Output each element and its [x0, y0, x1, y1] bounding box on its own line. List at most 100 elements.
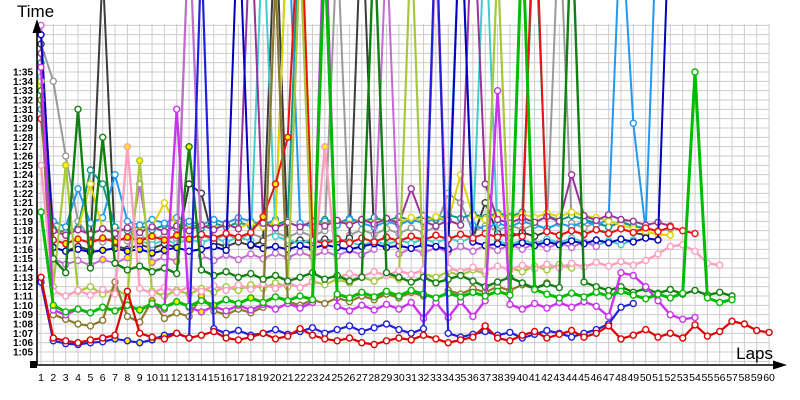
data-point — [345, 307, 354, 315]
y-tick-label: 1:32 — [13, 96, 33, 107]
data-point — [123, 224, 132, 232]
data-point — [296, 241, 304, 250]
data-point — [395, 325, 403, 334]
data-point — [247, 228, 255, 237]
x-tick-label: 35 — [455, 372, 467, 384]
data-point — [172, 309, 181, 317]
data-point — [49, 77, 57, 86]
data-point — [395, 292, 403, 300]
data-point — [271, 180, 280, 188]
x-tick-label: 37 — [479, 372, 491, 384]
data-point — [284, 277, 292, 285]
data-point — [74, 286, 82, 295]
data-point — [567, 289, 576, 297]
y-tick-label: 1:23 — [13, 180, 33, 191]
data-point — [432, 222, 440, 230]
x-tick-label: 1 — [38, 372, 44, 384]
data-point — [518, 232, 526, 241]
data-point — [567, 208, 576, 216]
data-point — [370, 293, 378, 301]
y-tick-label: 1:24 — [13, 170, 33, 181]
data-point — [271, 224, 280, 232]
data-point — [493, 262, 502, 270]
data-point — [481, 292, 489, 300]
data-point — [74, 305, 82, 313]
y-tick-label: 1:06 — [13, 338, 33, 349]
data-point — [135, 237, 144, 245]
x-tick-label: 5 — [87, 372, 93, 384]
data-point — [629, 238, 637, 246]
data-point — [382, 337, 391, 345]
data-point — [592, 258, 600, 267]
data-point — [654, 290, 662, 298]
data-point — [740, 320, 749, 328]
x-tick-labels: 1 2 3 4 5 6 7 8 9 10 11 12 13 14 15 16 17 18 19 20 21 22 23 24 2… — [38, 372, 775, 384]
data-point — [493, 334, 502, 342]
data-point — [123, 217, 132, 226]
data-point — [642, 234, 650, 242]
data-point — [185, 226, 193, 235]
data-point — [148, 299, 156, 308]
data-point — [691, 68, 699, 76]
data-point — [481, 180, 489, 188]
data-point — [271, 249, 280, 257]
data-point — [543, 280, 551, 288]
data-point — [98, 316, 107, 324]
data-point — [456, 271, 465, 280]
data-point — [604, 322, 613, 330]
data-point — [407, 298, 415, 307]
data-point — [333, 337, 341, 345]
data-point — [469, 263, 477, 271]
data-point — [358, 273, 366, 281]
data-point — [197, 287, 206, 295]
data-point — [284, 133, 292, 142]
data-point — [382, 320, 391, 328]
data-point — [629, 331, 637, 339]
series-pink — [37, 0, 724, 300]
data-point — [37, 161, 45, 170]
data-point — [345, 277, 354, 285]
data-point — [172, 269, 181, 278]
data-point — [123, 337, 132, 345]
data-point — [518, 245, 526, 254]
data-point — [86, 322, 95, 330]
x-tick-label: 7 — [112, 372, 118, 384]
data-point — [308, 296, 317, 304]
data-point — [98, 225, 107, 233]
data-point — [642, 224, 650, 232]
data-point — [234, 273, 243, 281]
data-point — [345, 269, 354, 278]
data-point — [592, 302, 600, 310]
y-axis-arrow — [32, 19, 42, 33]
data-point — [419, 331, 428, 339]
data-point — [49, 334, 57, 342]
data-point — [382, 269, 391, 277]
data-point — [419, 325, 428, 333]
y-axis-title: Time — [17, 2, 55, 21]
x-tick-label: 31 — [405, 372, 417, 384]
data-point — [321, 142, 329, 151]
x-axis-arrow — [773, 360, 787, 370]
data-point — [148, 268, 156, 276]
data-point — [444, 339, 452, 347]
data-point — [716, 261, 724, 269]
data-point — [148, 223, 156, 231]
data-point — [456, 336, 465, 344]
data-point — [518, 261, 526, 269]
x-tick-label: 49 — [627, 372, 639, 384]
data-point — [432, 242, 440, 251]
data-point — [407, 278, 415, 286]
x-tick-label: 3 — [63, 372, 69, 384]
data-point — [74, 339, 82, 347]
y-tick-label: 1:15 — [13, 254, 33, 265]
data-point — [86, 283, 95, 291]
data-point — [358, 339, 366, 347]
data-point — [61, 269, 70, 277]
data-point — [691, 286, 699, 295]
data-point — [370, 306, 378, 314]
x-tick-label: 56 — [714, 372, 726, 384]
data-point — [530, 285, 539, 294]
data-point — [222, 296, 230, 304]
data-point — [86, 219, 95, 227]
data-point — [543, 290, 551, 298]
